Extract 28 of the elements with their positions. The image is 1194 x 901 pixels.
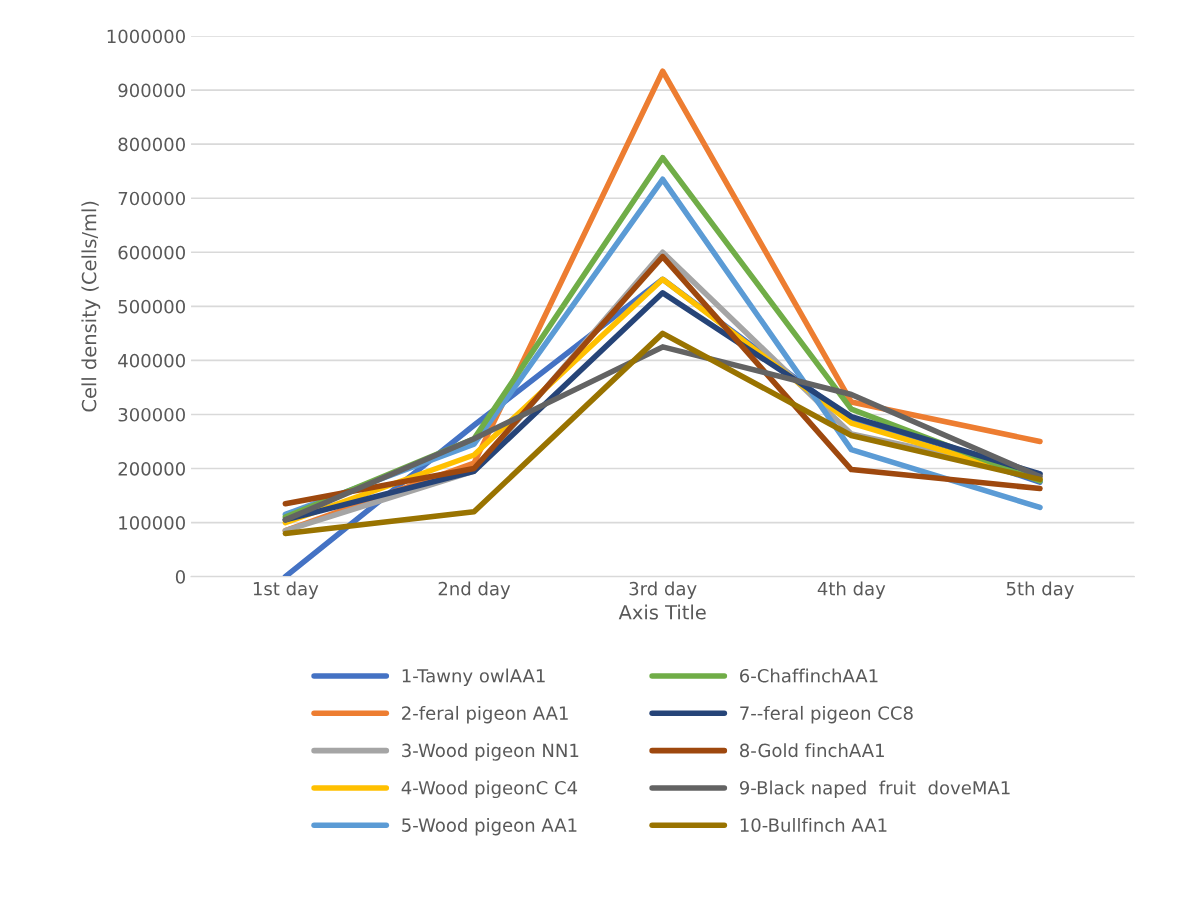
legend-label: 5-Wood pigeon AA1 bbox=[402, 817, 577, 836]
y-tick-label: 700000 bbox=[118, 191, 185, 206]
x-tick-label: 3rd day bbox=[629, 581, 697, 599]
y-tick-label: 400000 bbox=[118, 353, 185, 368]
x-tick-label: 4th day bbox=[817, 581, 886, 599]
y-axis-title: Cell density (Cells/ml) bbox=[81, 201, 101, 412]
legend-label: 6-ChaffinchAA1 bbox=[740, 668, 878, 683]
x-axis-title: Axis Title bbox=[618, 604, 706, 620]
y-tick-label: 300000 bbox=[118, 407, 185, 422]
y-tick-label: 100000 bbox=[119, 516, 185, 530]
y-tick-label: 0 bbox=[175, 570, 185, 584]
legend-label: 4-Wood pigeonC C4 bbox=[401, 780, 578, 799]
legend-label: 2-feral pigeon AA1 bbox=[402, 705, 568, 724]
y-tick-label: 600000 bbox=[118, 245, 185, 260]
x-tick-label: 5th day bbox=[1006, 581, 1074, 599]
legend-label: 9-Black naped fruit doveMA1 bbox=[739, 780, 1010, 799]
y-tick-label: 200000 bbox=[118, 461, 185, 476]
legend-label: 1-Tawny owlAA1 bbox=[402, 668, 545, 687]
x-tick-label: 1st day bbox=[253, 581, 319, 599]
y-tick-label: 500000 bbox=[118, 299, 185, 314]
legend-label: 3-Wood pigeon NN1 bbox=[402, 743, 579, 761]
legend-label: 7--feral pigeon CC8 bbox=[740, 705, 913, 724]
legend-label: 10-Bullfinch AA1 bbox=[740, 817, 887, 832]
x-tick-label: 2nd day bbox=[438, 581, 511, 599]
legend-label: 8-Gold finchAA1 bbox=[740, 743, 884, 758]
y-tick-label: 800000 bbox=[118, 137, 185, 152]
y-tick-label: 1000000 bbox=[107, 29, 185, 44]
y-tick-label: 900000 bbox=[118, 83, 185, 98]
